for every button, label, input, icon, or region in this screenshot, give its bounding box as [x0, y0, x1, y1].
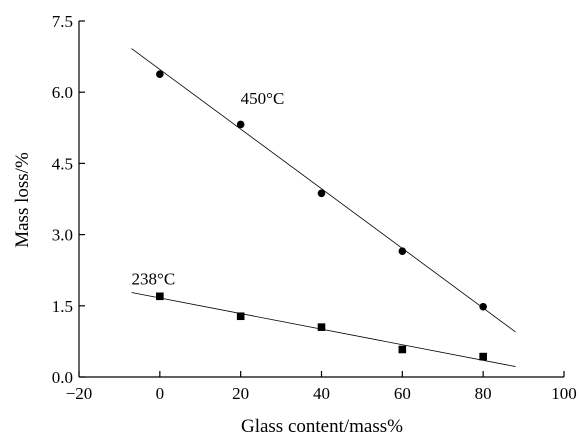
- y-axis-label: Mass loss/%: [12, 152, 33, 248]
- data-point-square: [479, 352, 487, 361]
- y-tick-label: 3.0: [52, 226, 73, 245]
- x-tick-label: 100: [551, 384, 577, 403]
- x-tick-label: 60: [394, 384, 411, 403]
- data-point-circle: [236, 120, 245, 129]
- annotations: 450°C 238°C: [132, 89, 285, 288]
- x-tick-label: −20: [66, 384, 93, 403]
- data-point-square: [236, 312, 245, 321]
- y-tick-label: 6.0: [52, 83, 73, 102]
- x-axis-label: Glass content/mass%: [241, 416, 403, 437]
- y-tick-label: 7.5: [52, 12, 73, 31]
- y-tick-label: 4.5: [52, 154, 73, 173]
- fit-lines: [131, 48, 516, 367]
- series-annotation: 238°C: [132, 269, 176, 288]
- data-point-square: [156, 292, 164, 301]
- y-tick-label: 1.5: [52, 297, 73, 316]
- x-tick-label: 0: [156, 384, 165, 403]
- data-point-square: [398, 345, 407, 354]
- x-tick-label: 20: [232, 384, 249, 403]
- data-point-circle: [398, 247, 407, 256]
- ticks: −20 0 20 40 60 80 100 0.0 1.5 3.0 4.5 6.0 7.5: [52, 12, 577, 403]
- x-tick-label: 80: [475, 384, 492, 403]
- data-point-circle: [479, 302, 487, 311]
- series-annotation: 450°C: [241, 89, 285, 108]
- data-points: [156, 70, 487, 361]
- data-point-circle: [317, 189, 326, 198]
- data-point-square: [317, 323, 326, 331]
- x-tick-label: 40: [313, 384, 330, 403]
- y-tick-label: 0.0: [52, 368, 73, 387]
- data-point-circle: [156, 70, 164, 78]
